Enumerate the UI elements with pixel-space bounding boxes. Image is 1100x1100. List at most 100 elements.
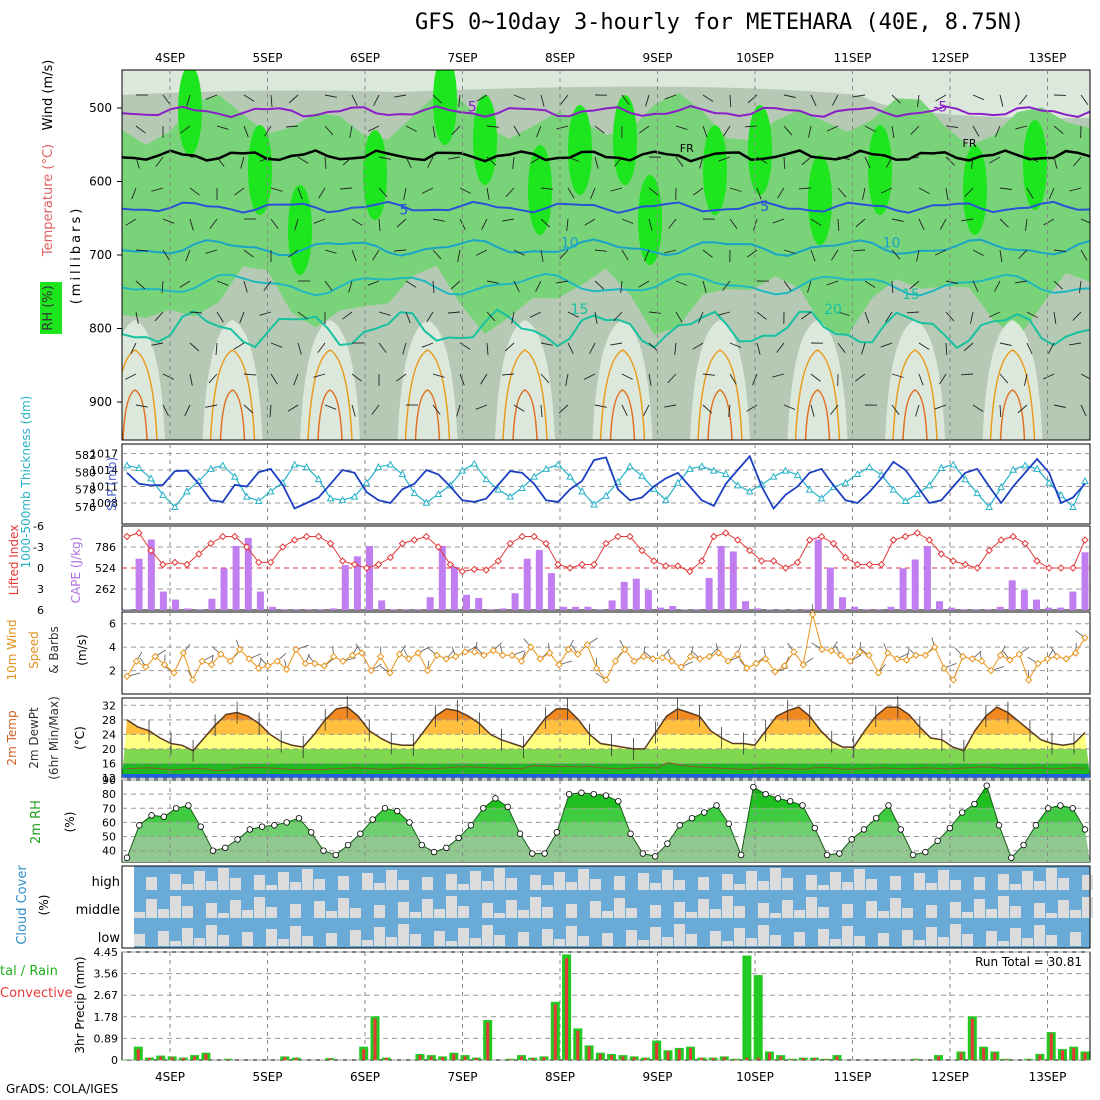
wind-barb: [831, 249, 839, 261]
cape-bar: [960, 609, 968, 610]
cloud-bar-high: [662, 870, 673, 890]
precip-convective-bar: [813, 1058, 816, 1060]
precip-convective-bar: [362, 1049, 366, 1060]
thickness-marker: [721, 470, 730, 478]
wind-barb: [722, 280, 731, 291]
wind-barb: [972, 280, 979, 293]
wind-speed-marker: [273, 657, 281, 665]
wind-barb: [269, 404, 272, 418]
isotherm-label: 15: [571, 302, 589, 318]
precip-convective-bar: [181, 1058, 185, 1060]
lifted-index-marker: [997, 536, 1005, 544]
wind-barb: [1080, 94, 1089, 106]
cape-bar: [899, 568, 907, 610]
wind-barb: [702, 125, 708, 138]
thickness-marker: [662, 496, 670, 504]
wind-barb: [917, 94, 920, 107]
cape-bar: [572, 606, 580, 610]
wind-barb: [584, 373, 596, 380]
wind-barb: [448, 156, 461, 160]
lifted-index-marker: [985, 546, 993, 555]
cloud-bar-low: [302, 936, 313, 946]
wind-barb: [702, 280, 707, 293]
precip-convective-bar: [970, 1018, 974, 1060]
rh2m-marker: [860, 826, 868, 833]
wind-barb: [702, 94, 714, 102]
thickness-marker: [230, 472, 239, 480]
wind-barb: [215, 342, 218, 356]
wind-barb: [664, 404, 677, 408]
cloud-bar-low: [374, 927, 385, 946]
wind-barb: [777, 187, 785, 199]
cloud-bar-low: [158, 931, 169, 946]
wind-barb: [693, 187, 704, 196]
wind-barb: [964, 187, 974, 197]
cloud-bar-low: [770, 935, 781, 946]
precip-convective-bar: [643, 1058, 647, 1060]
date-label-bottom: 6SEP: [350, 1070, 380, 1084]
run-total-label: Run Total = 30.81: [975, 955, 1082, 969]
wind-barb: [378, 218, 381, 232]
wind-barb: [891, 94, 901, 104]
cape-bar: [450, 566, 458, 610]
wind-barb: [945, 280, 958, 284]
wind-barb: [891, 404, 900, 415]
rh2m-marker: [234, 836, 241, 843]
wind-barb: [864, 156, 871, 169]
cape-bar: [281, 609, 289, 610]
precip-convective-bar: [384, 1058, 388, 1060]
rh2m-marker: [688, 814, 696, 822]
precip-convective-bar: [801, 1058, 805, 1060]
cape-bar: [232, 545, 240, 610]
lifted-index-marker: [889, 536, 898, 544]
cape-bar: [863, 609, 871, 610]
thickness-marker: [159, 490, 167, 498]
rh2m-marker: [971, 800, 978, 808]
wind-barb: [1015, 125, 1028, 130]
cloud-bar-middle: [290, 904, 301, 918]
wind-speed-marker: [714, 649, 723, 657]
wind-barb: [855, 373, 866, 382]
cape-bar: [269, 606, 276, 610]
thickness-marker: [733, 481, 742, 489]
isotherm-label: 5: [760, 199, 769, 215]
wind-barb: [853, 94, 866, 98]
thickness-marker: [865, 463, 874, 471]
wind-barb: [324, 249, 337, 254]
wind-speed-marker: [921, 651, 930, 660]
thickness-marker: [985, 503, 994, 511]
lifted-index-marker: [1033, 557, 1041, 565]
lifted-index-marker: [829, 539, 838, 548]
wind-speed-marker: [160, 661, 169, 669]
lifted-index-marker: [243, 543, 251, 551]
cape-bar: [547, 573, 555, 610]
precip-convective-bar: [531, 1058, 535, 1060]
lifted-index-marker: [781, 564, 790, 572]
wind-barb: [486, 280, 499, 284]
rh2m-marker: [836, 850, 843, 857]
cape-bar: [596, 609, 604, 610]
lifted-index-marker: [961, 560, 969, 569]
wind-barb: [1072, 311, 1082, 321]
cape-bar: [996, 606, 1004, 610]
lifted-index-marker: [458, 567, 467, 576]
wind-barb: [621, 404, 628, 416]
isotherm-30: [804, 389, 831, 440]
wind-barb: [297, 342, 302, 355]
wind-speed-marker: [761, 655, 770, 663]
rh2m-marker: [651, 853, 659, 860]
thickness-marker: [482, 475, 491, 483]
precip-convective-bar: [790, 1059, 794, 1060]
rh2m-marker: [787, 798, 794, 805]
precip-convective-bar: [1072, 1047, 1076, 1060]
wind-barb: [451, 125, 461, 136]
wind-barb: [891, 249, 901, 260]
wind-barb: [728, 404, 731, 417]
temp-band: [122, 748, 1090, 764]
wind-speed-marker: [207, 661, 216, 669]
cape-bar: [923, 545, 931, 610]
precip-convective-bar: [294, 1058, 298, 1060]
wind-barb: [664, 94, 677, 100]
cloud-bar-low: [362, 940, 373, 946]
